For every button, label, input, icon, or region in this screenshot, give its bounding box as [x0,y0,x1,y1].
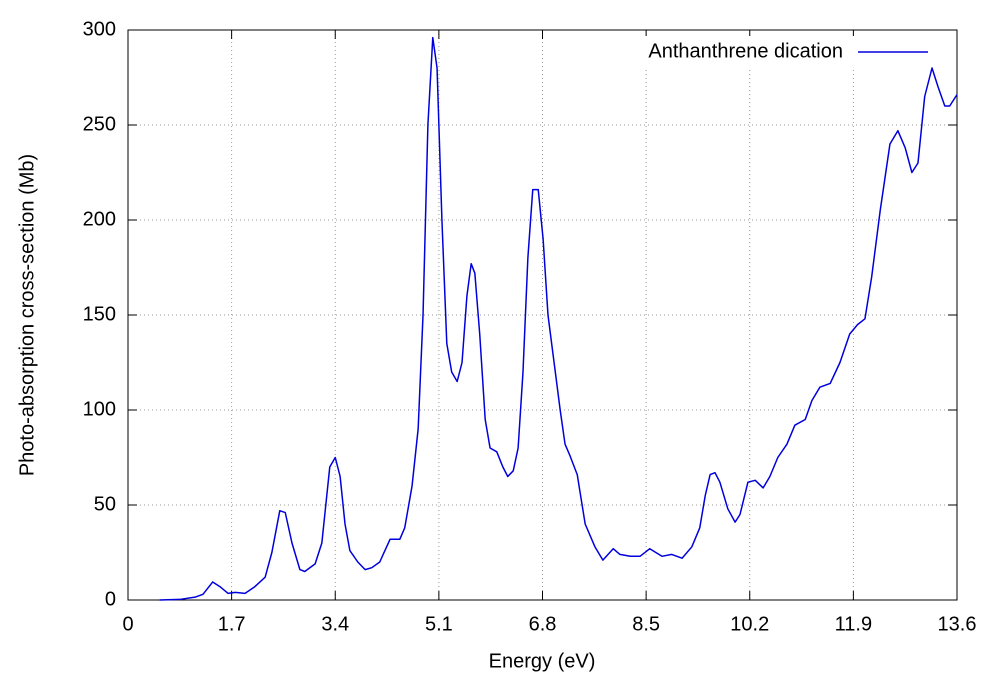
y-tick-label: 300 [83,18,116,40]
legend-label: Anthanthrene dication [648,40,843,62]
y-tick-label: 200 [83,208,116,230]
y-tick-label: 0 [105,588,116,610]
x-tick-label: 8.5 [632,613,660,635]
plot-frame [127,29,958,601]
x-tick-label: 10.2 [730,613,769,635]
y-tick-label: 100 [83,398,116,420]
x-tick-label: 1.7 [218,613,246,635]
x-tick-label: 11.9 [835,613,872,635]
x-tick-label: 3.4 [321,613,349,635]
x-tick-label: 13.6 [938,613,977,635]
x-tick-label: 5.1 [425,613,453,635]
y-axis-label: Photo-absorption cross-section (Mb) [16,154,38,476]
x-tick-label: 6.8 [529,613,557,635]
y-tick-label: 250 [83,113,116,135]
x-tick-label: 0 [122,613,133,635]
x-axis-label: Energy (eV) [489,650,596,672]
y-tick-label: 50 [94,493,116,515]
y-tick-label: 150 [83,303,116,325]
data-line [159,36,958,601]
